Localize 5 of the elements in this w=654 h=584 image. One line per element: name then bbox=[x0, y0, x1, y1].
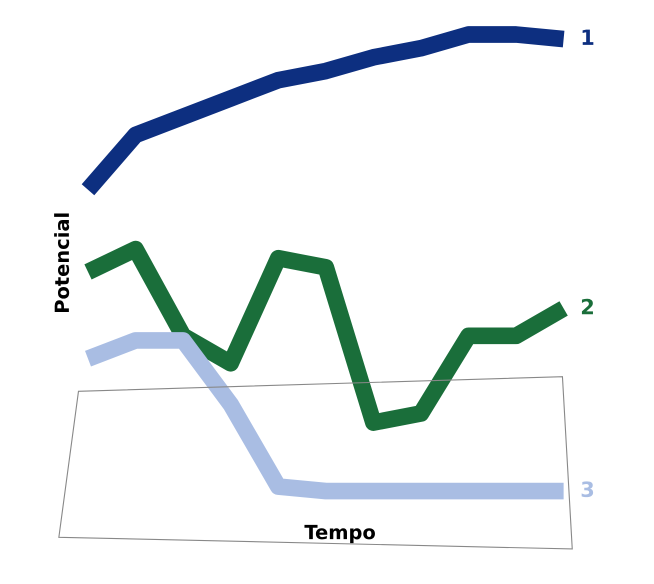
series-label: 3 bbox=[582, 481, 594, 498]
series-label: 1 bbox=[582, 30, 594, 45]
x-axis-title: Tempo bbox=[304, 524, 375, 544]
series-label: 2 bbox=[582, 298, 593, 314]
y-axis-title: Potencial bbox=[54, 213, 70, 312]
